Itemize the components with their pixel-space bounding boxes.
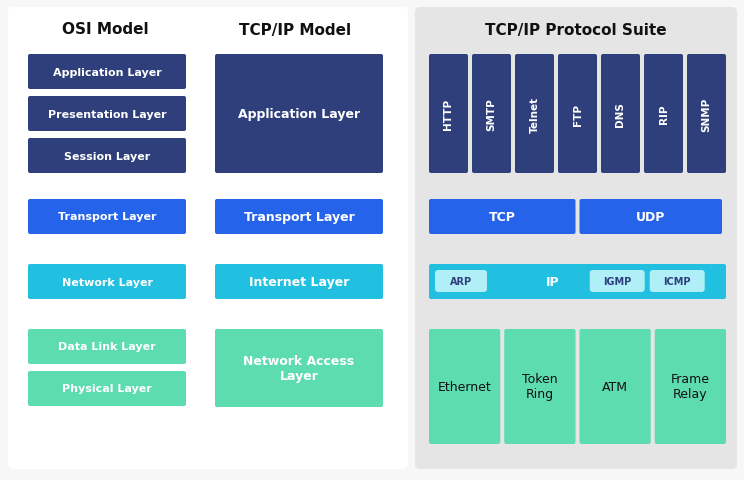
FancyBboxPatch shape — [590, 270, 645, 292]
Text: IGMP: IGMP — [603, 276, 632, 287]
Text: SNMP: SNMP — [702, 97, 711, 132]
Text: FTP: FTP — [572, 103, 583, 125]
Text: HTTP: HTTP — [443, 99, 454, 130]
FancyBboxPatch shape — [515, 55, 554, 174]
Text: Application Layer: Application Layer — [53, 67, 161, 77]
Text: ATM: ATM — [602, 380, 628, 393]
Text: Transport Layer: Transport Layer — [243, 211, 354, 224]
Text: ARP: ARP — [450, 276, 472, 287]
Text: Network Layer: Network Layer — [62, 277, 153, 287]
FancyBboxPatch shape — [215, 329, 383, 407]
Text: TCP: TCP — [489, 211, 516, 224]
Text: UDP: UDP — [636, 211, 665, 224]
Text: TCP/IP Protocol Suite: TCP/IP Protocol Suite — [485, 23, 667, 37]
FancyBboxPatch shape — [215, 200, 383, 235]
FancyBboxPatch shape — [650, 270, 705, 292]
Text: OSI Model: OSI Model — [62, 23, 148, 37]
FancyBboxPatch shape — [504, 329, 576, 444]
FancyBboxPatch shape — [28, 55, 186, 90]
FancyBboxPatch shape — [429, 55, 468, 174]
Text: SMTP: SMTP — [487, 98, 496, 131]
FancyBboxPatch shape — [28, 264, 186, 300]
Text: Internet Layer: Internet Layer — [248, 276, 349, 288]
Text: TCP/IP Model: TCP/IP Model — [239, 23, 351, 37]
FancyBboxPatch shape — [644, 55, 683, 174]
Text: Session Layer: Session Layer — [64, 151, 150, 161]
Text: Application Layer: Application Layer — [238, 108, 360, 121]
FancyBboxPatch shape — [429, 264, 726, 300]
FancyBboxPatch shape — [687, 55, 726, 174]
Text: IP: IP — [546, 276, 560, 288]
Text: Ethernet: Ethernet — [437, 380, 492, 393]
FancyBboxPatch shape — [28, 97, 186, 132]
Text: Data Link Layer: Data Link Layer — [58, 342, 155, 352]
FancyBboxPatch shape — [429, 329, 500, 444]
FancyBboxPatch shape — [435, 270, 487, 292]
FancyBboxPatch shape — [215, 264, 383, 300]
FancyBboxPatch shape — [28, 371, 186, 406]
FancyBboxPatch shape — [415, 8, 737, 469]
Text: DNS: DNS — [615, 102, 626, 127]
FancyBboxPatch shape — [655, 329, 726, 444]
FancyBboxPatch shape — [558, 55, 597, 174]
Text: ICMP: ICMP — [664, 276, 691, 287]
Text: Frame
Relay: Frame Relay — [671, 373, 710, 401]
FancyBboxPatch shape — [28, 139, 186, 174]
Text: RIP: RIP — [658, 105, 669, 124]
FancyBboxPatch shape — [8, 8, 408, 469]
FancyBboxPatch shape — [28, 200, 186, 235]
FancyBboxPatch shape — [429, 200, 576, 235]
Text: Token
Ring: Token Ring — [522, 373, 558, 401]
FancyBboxPatch shape — [580, 200, 722, 235]
Text: Network Access
Layer: Network Access Layer — [243, 354, 355, 382]
FancyBboxPatch shape — [215, 55, 383, 174]
Text: Presentation Layer: Presentation Layer — [48, 109, 167, 119]
Text: Telnet: Telnet — [530, 96, 539, 132]
FancyBboxPatch shape — [472, 55, 511, 174]
FancyBboxPatch shape — [580, 329, 651, 444]
Text: Transport Layer: Transport Layer — [58, 212, 156, 222]
FancyBboxPatch shape — [28, 329, 186, 364]
Text: Physical Layer: Physical Layer — [62, 384, 152, 394]
FancyBboxPatch shape — [601, 55, 640, 174]
